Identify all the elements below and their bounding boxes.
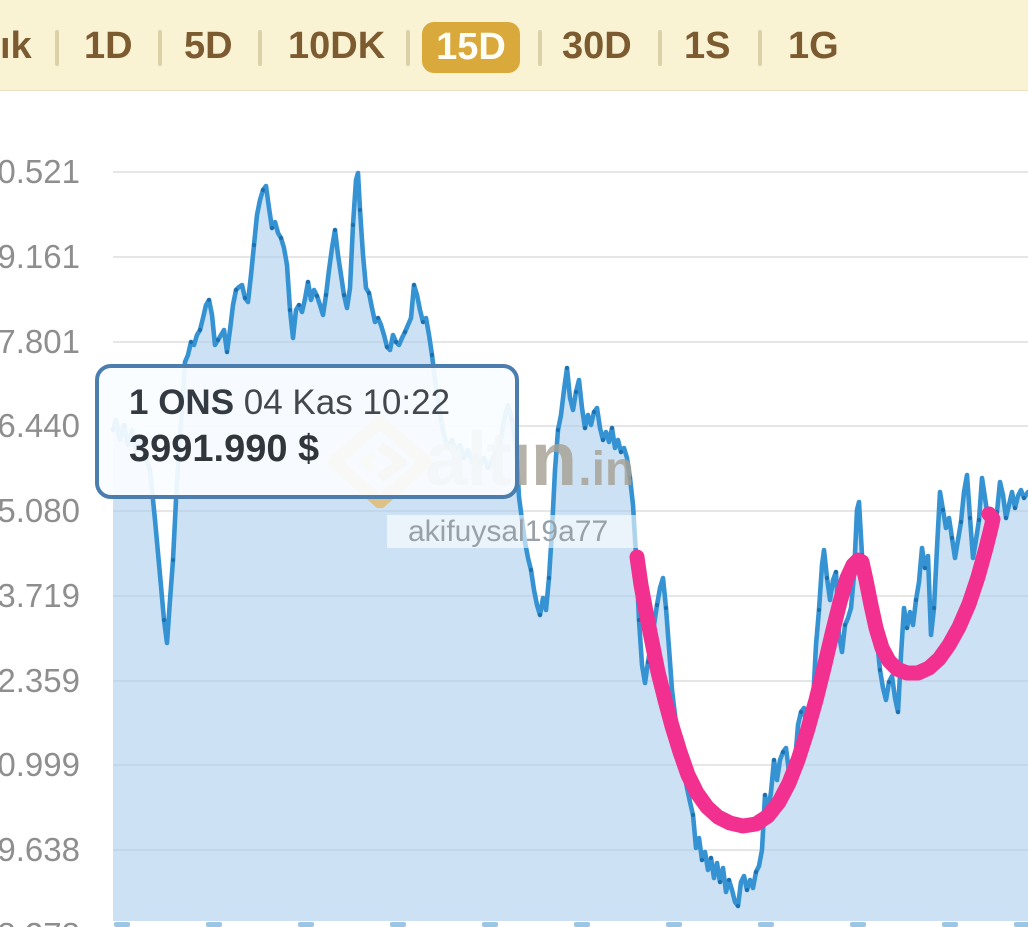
tab-1g[interactable]: 1G xyxy=(788,25,839,67)
price-chart[interactable] xyxy=(0,90,1028,927)
tab-separator xyxy=(758,30,762,66)
tab-separator xyxy=(538,30,542,66)
tooltip-instrument: 1 ONS xyxy=(129,383,235,422)
tooltip-header: 1 ONS 04 Kas 10:22 xyxy=(129,381,515,425)
tab-separator xyxy=(258,30,262,66)
tab-10dk[interactable]: 10DK xyxy=(288,25,386,67)
tooltip-price: 3991.990 $ xyxy=(129,428,320,470)
tab-anlik[interactable]: ık xyxy=(0,25,32,67)
timeframe-tab-bar: ık 1D 5D 10DK 15D 30D 1S 1G xyxy=(0,0,1028,91)
tab-30d[interactable]: 30D xyxy=(562,25,632,67)
tab-5d[interactable]: 5D xyxy=(184,25,233,67)
watermark-brand-tld: .in xyxy=(578,443,635,496)
tab-separator xyxy=(658,30,662,66)
tab-separator xyxy=(158,30,162,66)
tab-1s[interactable]: 1S xyxy=(684,25,731,67)
tab-1d[interactable]: 1D xyxy=(84,25,133,67)
chart-tooltip: 1 ONS 04 Kas 10:22 3991.990 $ xyxy=(95,364,519,499)
tab-15d-selected[interactable]: 15D xyxy=(422,22,520,73)
watermark-username: akifuysal19a77 xyxy=(387,515,747,548)
tab-separator xyxy=(55,30,59,66)
tooltip-datetime: 04 Kas 10:22 xyxy=(243,383,451,422)
tab-separator xyxy=(406,30,410,66)
